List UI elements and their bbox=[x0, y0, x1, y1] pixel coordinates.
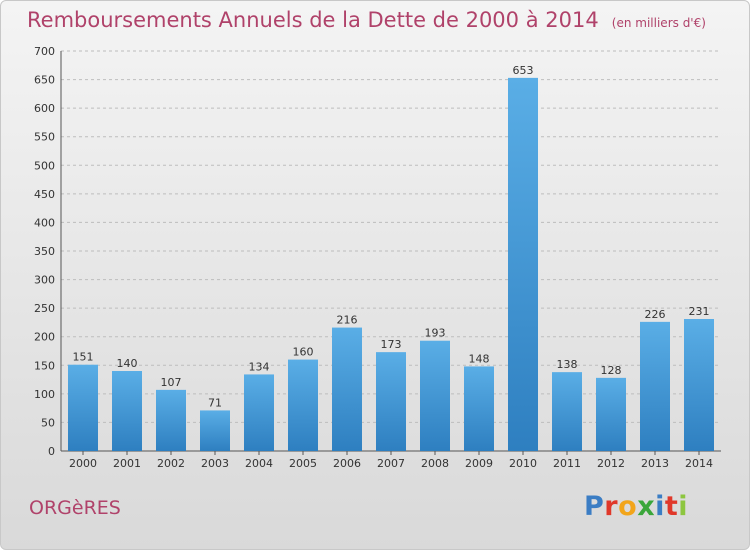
y-tick-label: 200 bbox=[34, 331, 55, 344]
data-label: 231 bbox=[689, 305, 710, 318]
y-tick-label: 650 bbox=[34, 74, 55, 87]
x-tick-label: 2013 bbox=[641, 457, 669, 470]
data-label: 653 bbox=[513, 64, 534, 77]
data-label: 128 bbox=[601, 364, 622, 377]
logo-letter: P bbox=[584, 491, 605, 522]
x-tick-label: 2008 bbox=[421, 457, 449, 470]
logo-letter: r bbox=[604, 491, 619, 522]
x-tick-label: 2001 bbox=[113, 457, 141, 470]
data-label: 140 bbox=[117, 357, 138, 370]
bar-2011 bbox=[552, 372, 582, 451]
data-label: 151 bbox=[73, 351, 94, 364]
title-row: Remboursements Annuels de la Dette de 20… bbox=[27, 8, 706, 32]
bar-2006 bbox=[332, 327, 362, 451]
data-label: 148 bbox=[469, 352, 490, 365]
x-tick-label: 2005 bbox=[289, 457, 317, 470]
bar-2014 bbox=[684, 319, 714, 451]
y-tick-label: 100 bbox=[34, 388, 55, 401]
y-tick-label: 700 bbox=[34, 45, 55, 58]
logo-letter: t bbox=[664, 491, 679, 522]
chart-unit: (en milliers d'€) bbox=[611, 16, 706, 30]
bar-2003 bbox=[200, 410, 230, 451]
bar-2010 bbox=[508, 77, 538, 451]
bar-2005 bbox=[288, 359, 318, 451]
bar-2009 bbox=[464, 366, 494, 451]
y-tick-label: 500 bbox=[34, 159, 55, 172]
y-tick-label: 150 bbox=[34, 359, 55, 372]
y-tick-label: 50 bbox=[41, 416, 55, 429]
bar-2002 bbox=[156, 389, 186, 451]
data-label: 193 bbox=[425, 327, 446, 340]
y-tick-label: 350 bbox=[34, 245, 55, 258]
data-label: 173 bbox=[381, 338, 402, 351]
x-tick-label: 2000 bbox=[69, 457, 97, 470]
logo-letter: i bbox=[678, 491, 689, 522]
x-tick-label: 2007 bbox=[377, 457, 405, 470]
data-label: 216 bbox=[337, 314, 358, 327]
bar-2012 bbox=[596, 377, 626, 451]
bar-2001 bbox=[112, 371, 142, 451]
bar-2008 bbox=[420, 340, 450, 451]
data-label: 107 bbox=[161, 376, 182, 389]
logo-letter: i bbox=[655, 491, 665, 522]
y-tick-label: 600 bbox=[34, 102, 55, 115]
logo-letter: x bbox=[637, 491, 656, 522]
y-tick-label: 450 bbox=[34, 188, 55, 201]
proxiti-logo: Proxiti bbox=[584, 491, 688, 522]
x-tick-label: 2006 bbox=[333, 457, 361, 470]
chart-title: Remboursements Annuels de la Dette de 20… bbox=[27, 8, 599, 32]
logo-letter: o bbox=[618, 491, 638, 522]
bar-2000 bbox=[68, 364, 98, 451]
y-tick-label: 400 bbox=[34, 216, 55, 229]
data-label: 134 bbox=[249, 360, 270, 373]
bar-2013 bbox=[640, 321, 670, 451]
bar-2007 bbox=[376, 352, 406, 451]
x-tick-label: 2011 bbox=[553, 457, 581, 470]
x-tick-label: 2003 bbox=[201, 457, 229, 470]
data-label: 71 bbox=[208, 396, 222, 409]
data-label: 226 bbox=[645, 308, 666, 321]
x-tick-label: 2012 bbox=[597, 457, 625, 470]
x-tick-label: 2014 bbox=[685, 457, 713, 470]
y-tick-label: 300 bbox=[34, 274, 55, 287]
x-tick-label: 2009 bbox=[465, 457, 493, 470]
data-label: 160 bbox=[293, 346, 314, 359]
x-tick-label: 2002 bbox=[157, 457, 185, 470]
x-tick-label: 2010 bbox=[509, 457, 537, 470]
data-label: 138 bbox=[557, 358, 578, 371]
commune-name: ORGèRES bbox=[29, 497, 121, 519]
y-tick-label: 550 bbox=[34, 131, 55, 144]
y-tick-label: 0 bbox=[48, 445, 55, 458]
bar-2004 bbox=[244, 374, 274, 451]
x-tick-label: 2004 bbox=[245, 457, 273, 470]
y-tick-label: 250 bbox=[34, 302, 55, 315]
